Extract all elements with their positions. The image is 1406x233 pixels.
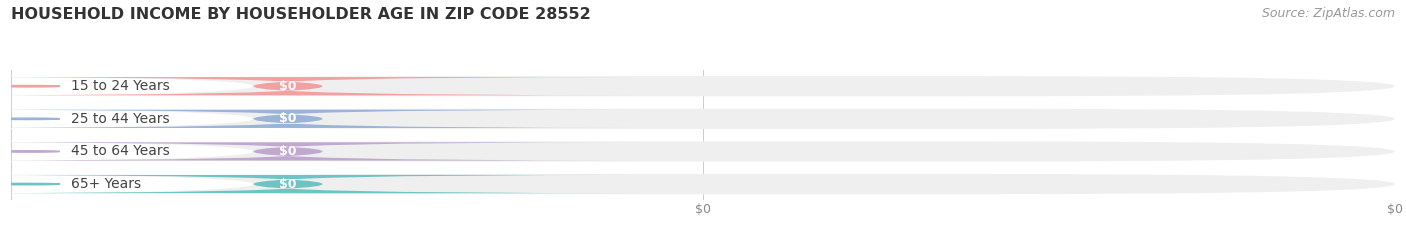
FancyBboxPatch shape bbox=[0, 141, 440, 161]
FancyBboxPatch shape bbox=[11, 174, 1395, 194]
Text: 15 to 24 Years: 15 to 24 Years bbox=[70, 79, 170, 93]
FancyBboxPatch shape bbox=[11, 109, 1395, 129]
Text: 65+ Years: 65+ Years bbox=[70, 177, 141, 191]
Circle shape bbox=[0, 118, 60, 120]
Text: $0: $0 bbox=[280, 178, 297, 191]
Text: 25 to 44 Years: 25 to 44 Years bbox=[70, 112, 170, 126]
Circle shape bbox=[0, 151, 60, 152]
FancyBboxPatch shape bbox=[0, 109, 440, 129]
FancyBboxPatch shape bbox=[0, 76, 440, 96]
FancyBboxPatch shape bbox=[11, 76, 1395, 96]
Text: $0: $0 bbox=[280, 145, 297, 158]
Text: HOUSEHOLD INCOME BY HOUSEHOLDER AGE IN ZIP CODE 28552: HOUSEHOLD INCOME BY HOUSEHOLDER AGE IN Z… bbox=[11, 7, 591, 22]
FancyBboxPatch shape bbox=[0, 174, 440, 194]
FancyBboxPatch shape bbox=[0, 175, 640, 193]
Circle shape bbox=[0, 86, 60, 87]
Text: $0: $0 bbox=[280, 112, 297, 125]
Circle shape bbox=[0, 183, 60, 185]
FancyBboxPatch shape bbox=[0, 77, 640, 95]
FancyBboxPatch shape bbox=[0, 110, 640, 128]
FancyBboxPatch shape bbox=[11, 141, 1395, 161]
FancyBboxPatch shape bbox=[0, 142, 640, 161]
Text: $0: $0 bbox=[280, 80, 297, 93]
Text: 45 to 64 Years: 45 to 64 Years bbox=[70, 144, 170, 158]
Text: Source: ZipAtlas.com: Source: ZipAtlas.com bbox=[1261, 7, 1395, 20]
